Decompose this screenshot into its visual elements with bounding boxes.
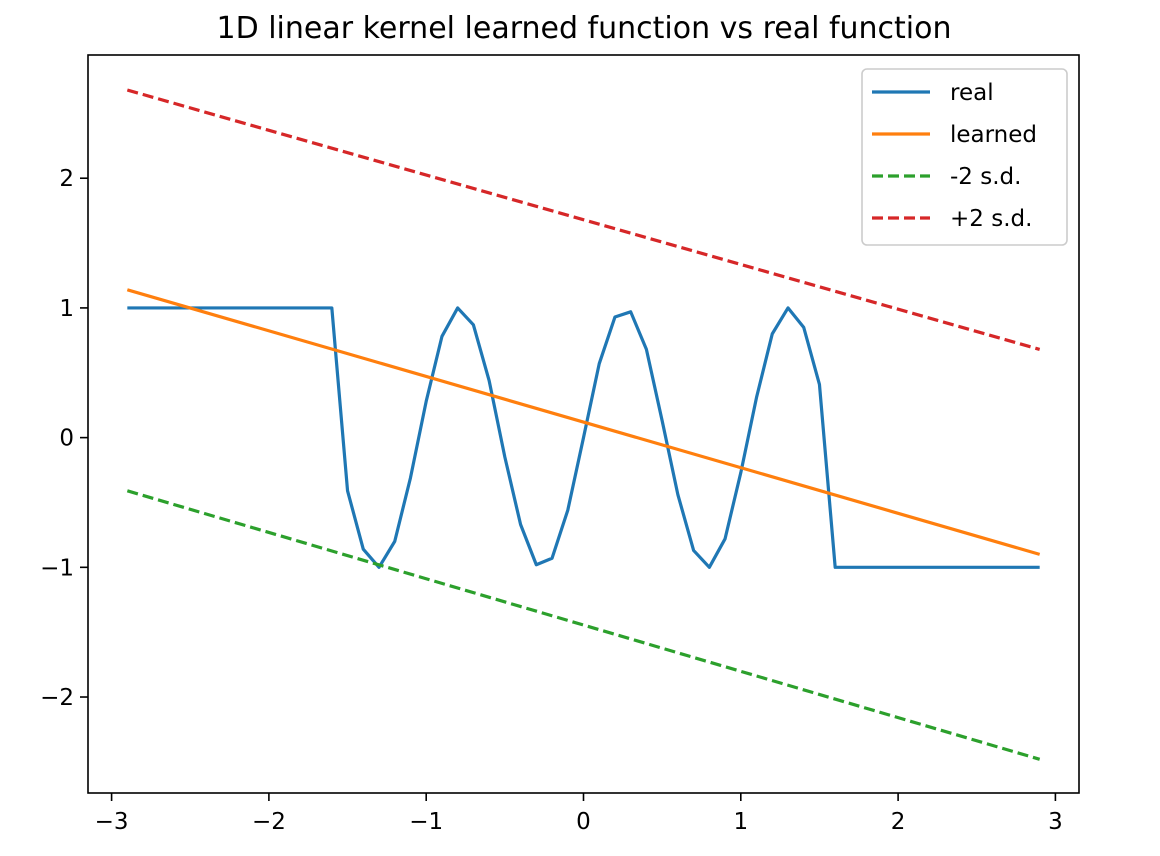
legend-label: +2 s.d. <box>950 206 1032 232</box>
x-tick-label: 0 <box>576 809 591 835</box>
legend-label: -2 s.d. <box>950 164 1021 190</box>
series-line-3 <box>126 88 1041 351</box>
y-tick-label: −1 <box>40 555 74 581</box>
x-tick-label: 2 <box>891 809 906 835</box>
x-tick-label: −3 <box>95 809 129 835</box>
series-layer <box>126 88 1041 761</box>
series-line-2 <box>126 489 1041 761</box>
x-tick-label: −1 <box>409 809 443 835</box>
y-tick-label: 0 <box>59 426 74 452</box>
y-tick-label: 2 <box>59 166 74 192</box>
y-tick-label: 1 <box>59 296 74 322</box>
y-axis: −2 −1 0 1 2 <box>40 166 88 711</box>
legend-box <box>861 68 1068 246</box>
series-line-1 <box>126 288 1041 556</box>
x-tick-label: 1 <box>733 809 748 835</box>
x-axis: −3 −2 −1 0 1 2 3 <box>95 793 1063 835</box>
chart-title: 1D linear kernel learned function vs rea… <box>217 11 952 46</box>
series-line-0 <box>127 306 1040 569</box>
y-tick-label: −2 <box>40 685 74 711</box>
legend: real learned -2 s.d. +2 s.d. <box>861 68 1068 246</box>
legend-label: learned <box>950 122 1037 148</box>
x-tick-label: 3 <box>1048 809 1063 835</box>
x-tick-label: −2 <box>252 809 286 835</box>
legend-label: real <box>950 80 994 106</box>
